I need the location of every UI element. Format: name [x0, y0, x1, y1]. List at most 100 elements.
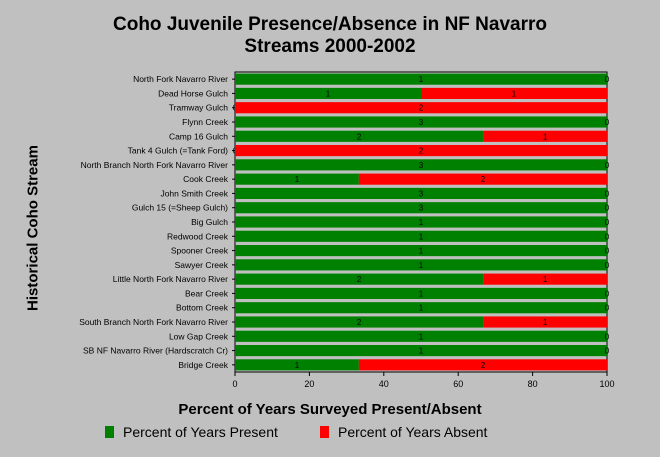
chart-title-line-2: Streams 2000-2002 [244, 36, 416, 57]
bar-present [235, 230, 607, 242]
x-tick-label: 80 [528, 379, 538, 389]
bar-present [235, 302, 607, 314]
bar-absent [421, 87, 607, 99]
x-tick-label: 0 [232, 379, 237, 389]
bar-present [235, 359, 359, 371]
chart-title-line-1: Coho Juvenile Presence/Absence in NF Nav… [113, 14, 547, 35]
y-tick-label: Gulch 15 (=Sheep Gulch) [132, 203, 228, 213]
legend-swatch-present [105, 426, 114, 438]
data-label-absent: 1 [543, 318, 548, 327]
data-label-present: 1 [419, 289, 424, 298]
bar-present [235, 173, 359, 185]
y-tick-label: Bear Creek [185, 288, 229, 298]
bar-absent [235, 145, 607, 157]
x-tick-label: 20 [304, 379, 314, 389]
data-label-present: 1 [419, 261, 424, 270]
data-label-absent: 0 [605, 232, 610, 241]
data-label-present: 1 [419, 75, 424, 84]
bar-present [235, 287, 607, 299]
bar-present [235, 330, 607, 342]
y-tick-label: Big Gulch [191, 217, 228, 227]
bar-absent [483, 273, 607, 285]
y-tick-label: Low Gap Creek [169, 331, 229, 341]
data-label-absent: 2 [419, 147, 424, 156]
data-label-present: 1 [419, 347, 424, 356]
y-tick-label: Spooner Creek [171, 246, 229, 256]
data-label-present: 1 [419, 247, 424, 256]
bar-present [235, 73, 607, 85]
data-label-absent: 1 [543, 275, 548, 284]
data-label-present: 3 [419, 189, 424, 198]
data-label-absent: 0 [605, 161, 610, 170]
bar-present [235, 259, 607, 271]
data-label-absent: 1 [543, 132, 548, 141]
bar-present [235, 87, 421, 99]
bar-present [235, 245, 607, 257]
data-label-absent: 0 [605, 261, 610, 270]
data-label-absent: 0 [605, 218, 610, 227]
data-label-present: 2 [357, 132, 362, 141]
bar-present [235, 273, 484, 285]
bar-present [235, 216, 607, 228]
bar-present [235, 130, 484, 142]
y-tick-label: Redwood Creek [167, 231, 229, 241]
y-tick-label: Dead Horse Gulch [158, 88, 228, 98]
data-label-present: 1 [419, 218, 424, 227]
y-tick-label: Tank 4 Gulch (=Tank Ford) [128, 146, 229, 156]
bar-present [235, 159, 607, 171]
bar-present [235, 187, 607, 199]
legend-item-absent: Percent of Years Absent [320, 424, 487, 440]
bar-present [235, 316, 484, 328]
data-label-present: 3 [419, 118, 424, 127]
data-label-absent: 0 [605, 118, 610, 127]
x-axis-label: Percent of Years Surveyed Present/Absent [178, 401, 482, 418]
y-tick-label: Bottom Creek [176, 303, 229, 313]
y-tick-label: Camp 16 Gulch [169, 131, 228, 141]
data-label-present: 1 [419, 332, 424, 341]
data-label-absent: 0 [605, 304, 610, 313]
data-label-absent: 2 [481, 361, 486, 370]
data-label-present: 1 [326, 89, 331, 98]
data-label-absent: 0 [605, 247, 610, 256]
data-label-absent: 0 [605, 347, 610, 356]
data-label-present: 1 [295, 175, 300, 184]
data-label-absent: 1 [512, 89, 517, 98]
data-label-absent: 0 [605, 189, 610, 198]
y-tick-label: Little North Fork Navarro River [113, 274, 228, 284]
legend-swatch-absent [320, 426, 329, 438]
data-label-absent: 0 [605, 289, 610, 298]
data-label-absent: 2 [481, 175, 486, 184]
data-label-present: 1 [295, 361, 300, 370]
y-tick-label: John Smith Creek [160, 188, 228, 198]
y-tick-label: Sawyer Creek [175, 260, 229, 270]
data-label-absent: 2 [419, 104, 424, 113]
bar-absent [358, 173, 607, 185]
legend-label-absent: Percent of Years Absent [338, 424, 488, 440]
y-tick-label: SB NF Navarro River (Hardscratch Cr) [83, 346, 228, 356]
chart-title: Coho Juvenile Presence/Absence in NF Nav… [0, 14, 660, 58]
legend-label-present: Percent of Years Present [123, 424, 278, 440]
data-label-absent: 0 [605, 75, 610, 84]
y-tick-label: Tramway Gulch [169, 103, 228, 113]
data-label-present: 3 [419, 204, 424, 213]
bar-absent [483, 316, 607, 328]
data-label-present: 2 [357, 318, 362, 327]
bar-absent [358, 359, 607, 371]
y-tick-label: South Branch North Fork Navarro River [79, 317, 228, 327]
data-label-present: 3 [419, 161, 424, 170]
bar-absent [235, 102, 607, 114]
x-tick-label: 100 [599, 379, 614, 389]
legend-item-present: Percent of Years Present [105, 424, 278, 440]
y-tick-label: Cook Creek [183, 174, 229, 184]
bar-present [235, 345, 607, 357]
y-tick-label: North Fork Navarro River [133, 74, 228, 84]
y-tick-label: Bridge Creek [178, 360, 228, 370]
bar-present [235, 202, 607, 214]
data-label-present: 1 [419, 304, 424, 313]
data-label-absent: 0 [605, 204, 610, 213]
data-label-present: 1 [419, 232, 424, 241]
data-label-present: 2 [357, 275, 362, 284]
x-tick-label: 60 [453, 379, 463, 389]
x-tick-label: 40 [379, 379, 389, 389]
